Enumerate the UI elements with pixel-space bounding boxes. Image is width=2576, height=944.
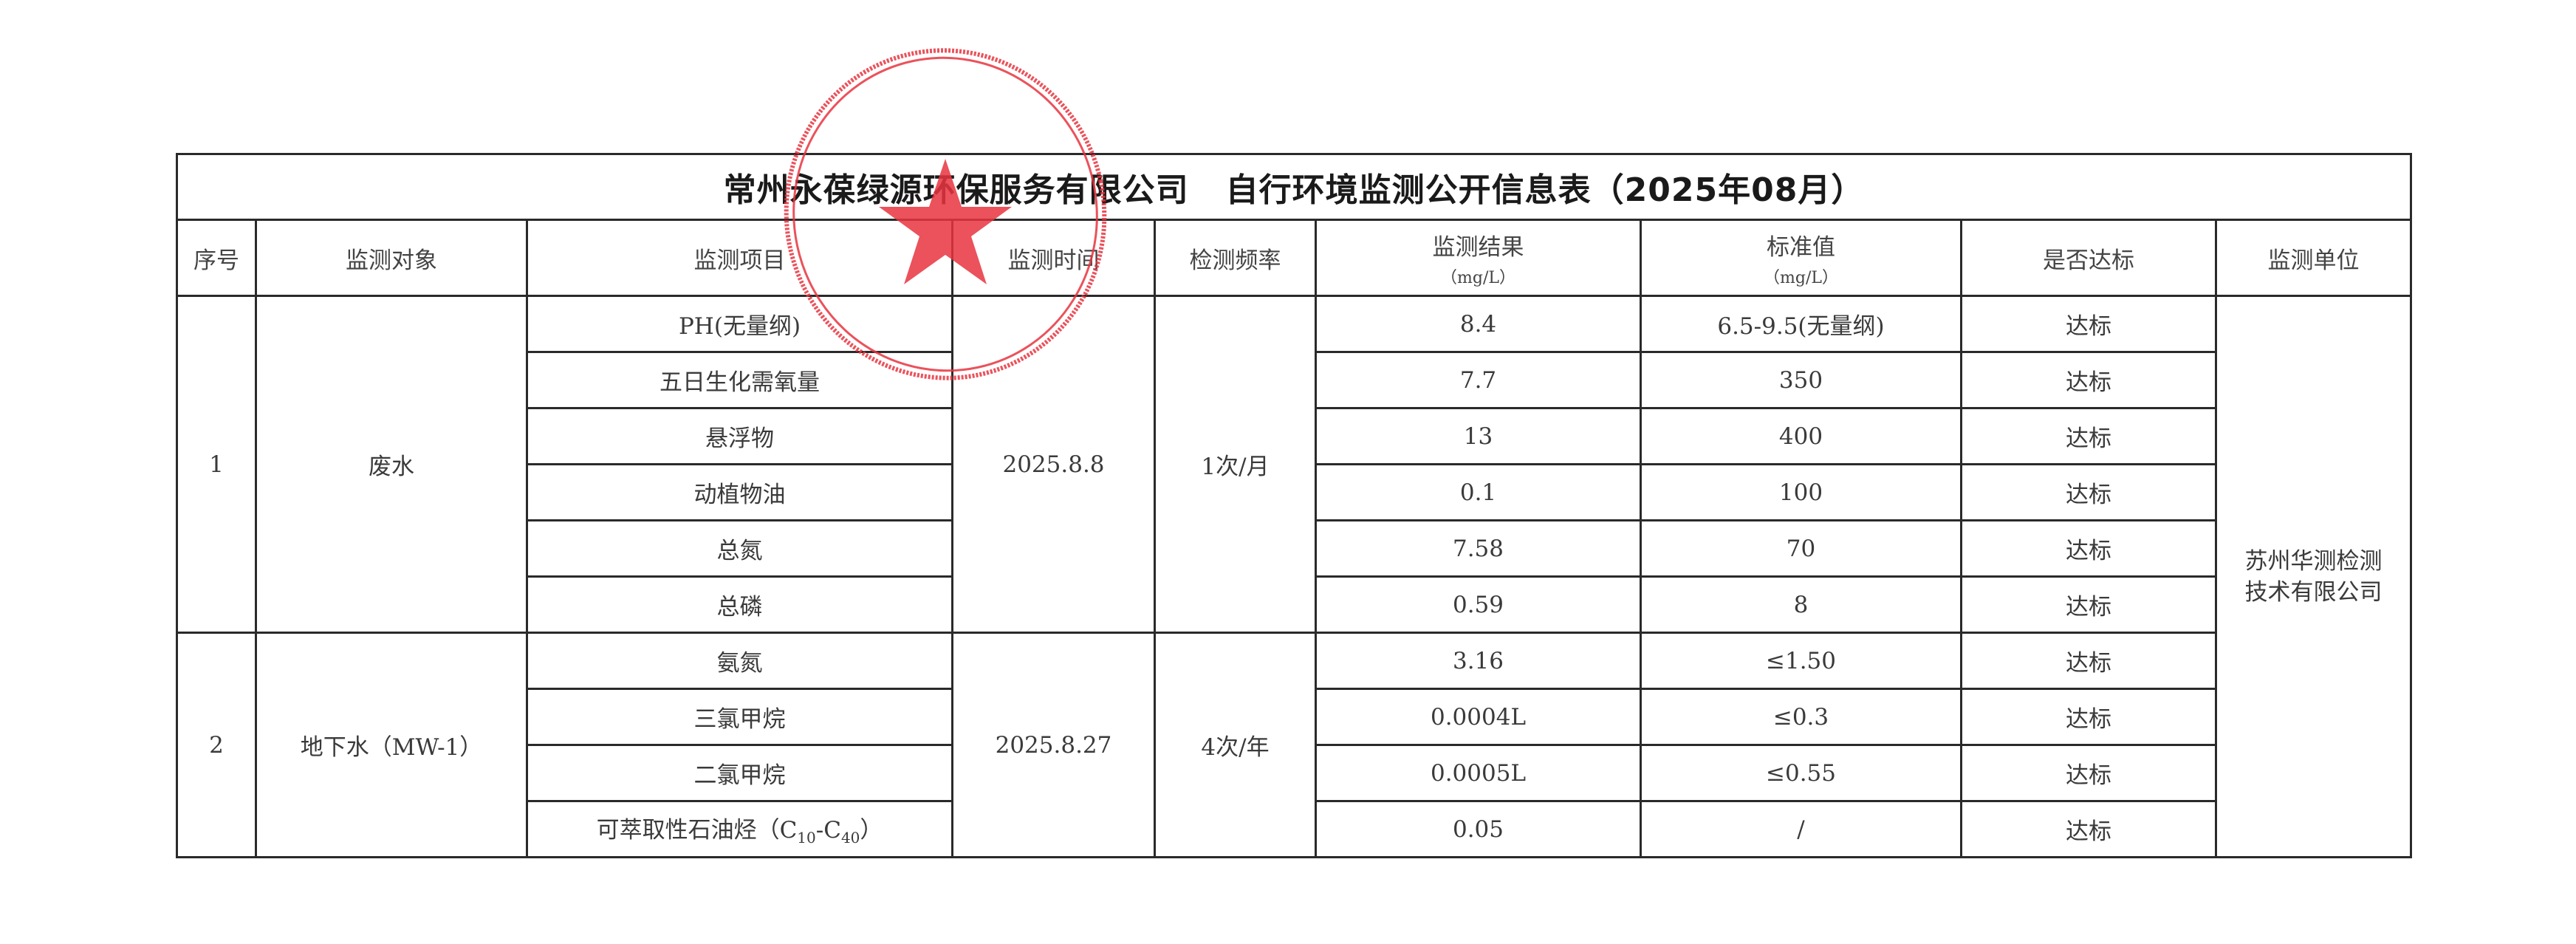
page-title: 常州永葆绿源环保服务有限公司 自行环境监测公开信息表（2025年08月） [176,153,2412,221]
company-name: 常州永葆绿源环保服务有限公司 [723,171,1189,209]
item-text: ） [860,817,883,844]
cell-pass: 达标 [1960,632,2217,690]
cell-standard: 350 [1640,351,1962,409]
header-standard: 标准值 （mg/L） [1640,219,1962,297]
cell-result: 13 [1315,407,1642,465]
cell-freq: 4次/年 [1154,632,1317,858]
table-row: 总磷 0.59 8 达标 [177,575,2411,634]
header-item: 监测项目 [526,219,953,297]
cell-no: 2 [176,632,257,858]
title-row: 常州永葆绿源环保服务有限公司 自行环境监测公开信息表（2025年08月） [176,153,2412,221]
cell-pass: 达标 [1960,519,2217,578]
cell-object: 地下水（MW-1） [255,632,528,858]
table-subtitle: 自行环境监测公开信息表（2025年08月） [1225,171,1865,209]
cell-item: 动植物油 [526,463,953,521]
cell-result: 7.58 [1315,519,1642,578]
cell-result: 0.59 [1315,575,1642,634]
header-result-unit: （mg/L） [1441,268,1515,287]
cell-pass: 达标 [1960,351,2217,409]
cell-freq: 1次/月 [1154,295,1317,634]
header-pass: 是否达标 [1960,219,2217,297]
header-time: 监测时间 [951,219,1156,297]
header-row: 序号 监测对象 监测项目 监测时间 检测频率 监测结果 （mg/L） 标准值 （mg… [176,219,2412,297]
header-object: 监测对象 [255,219,528,297]
cell-item: 三氯甲烷 [526,688,953,746]
cell-pass: 达标 [1960,744,2217,802]
item-text: -C [815,817,841,844]
cell-standard: ≤0.55 [1640,744,1962,802]
cell-result: 0.05 [1315,800,1642,858]
cell-standard: 6.5-9.5(无量纲) [1640,295,1962,353]
cell-item: 氨氮 [526,632,953,690]
table-row: 二氯甲烷 0.0005L ≤0.55 达标 [177,744,2411,802]
table-row: 1 废水 PH(无量纲) 2025.8.8 1次/月 8.4 6.5-9.5(无… [176,295,2412,858]
cell-object: 废水 [255,295,528,634]
cell-result: 3.16 [1315,632,1642,690]
cell-item: PH(无量纲) [526,295,953,353]
cell-result: 0.0005L [1315,744,1642,802]
cell-standard: 8 [1640,575,1962,634]
cell-monitoring-unit: 苏州华测检测技术有限公司 [2215,295,2412,858]
cell-item: 五日生化需氧量 [526,351,953,409]
cell-result: 8.4 [1315,295,1642,353]
cell-time: 2025.8.8 [951,295,1156,634]
header-unit: 监测单位 [2215,219,2412,297]
cell-pass: 达标 [1960,575,2217,634]
table-row: 可萃取性石油烃（C10-C40） 0.05 / 达标 [177,800,2411,858]
cell-standard: 400 [1640,407,1962,465]
cell-pass: 达标 [1960,463,2217,521]
monitoring-unit-text: 苏州华测检测技术有限公司 [2244,547,2383,606]
cell-standard: ≤0.3 [1640,688,1962,746]
cell-standard: ≤1.50 [1640,632,1962,690]
table-row: 总氮 7.58 70 达标 [177,519,2411,578]
monitoring-table: 常州永葆绿源环保服务有限公司 自行环境监测公开信息表（2025年08月） 序号 监… [176,153,2412,858]
header-freq: 检测频率 [1154,219,1317,297]
item-subscript: 10 [797,829,816,847]
cell-standard: / [1640,800,1962,858]
cell-result: 0.0004L [1315,688,1642,746]
cell-pass: 达标 [1960,688,2217,746]
cell-standard: 100 [1640,463,1962,521]
cell-item: 二氯甲烷 [526,744,953,802]
item-text: 可萃取性石油烃（C [596,817,798,844]
cell-time: 2025.8.27 [951,632,1156,858]
cell-pass: 达标 [1960,295,2217,353]
table-row: 动植物油 0.1 100 达标 [177,463,2411,521]
header-standard-unit: （mg/L） [1764,268,1838,287]
cell-pass: 达标 [1960,800,2217,858]
table-row: 五日生化需氧量 7.7 350 达标 [177,351,2411,409]
cell-item: 悬浮物 [526,407,953,465]
header-standard-label: 标准值 [1767,233,1835,261]
header-result: 监测结果 （mg/L） [1315,219,1642,297]
item-subscript: 40 [840,829,860,847]
cell-item: 总磷 [526,575,953,634]
cell-item: 可萃取性石油烃（C10-C40） [526,800,953,858]
cell-pass: 达标 [1960,407,2217,465]
cell-item: 总氮 [526,519,953,578]
table-row: 悬浮物 13 400 达标 [177,407,2411,465]
cell-no: 1 [176,295,257,634]
table-row: 2 地下水（MW-1） 氨氮 2025.8.27 4次/年 3.16 ≤1.50… [176,632,2411,858]
cell-result: 7.7 [1315,351,1642,409]
cell-result: 0.1 [1315,463,1642,521]
header-result-label: 监测结果 [1432,233,1524,261]
cell-standard: 70 [1640,519,1962,578]
table-row: 三氯甲烷 0.0004L ≤0.3 达标 [177,688,2411,746]
header-no: 序号 [176,219,257,297]
